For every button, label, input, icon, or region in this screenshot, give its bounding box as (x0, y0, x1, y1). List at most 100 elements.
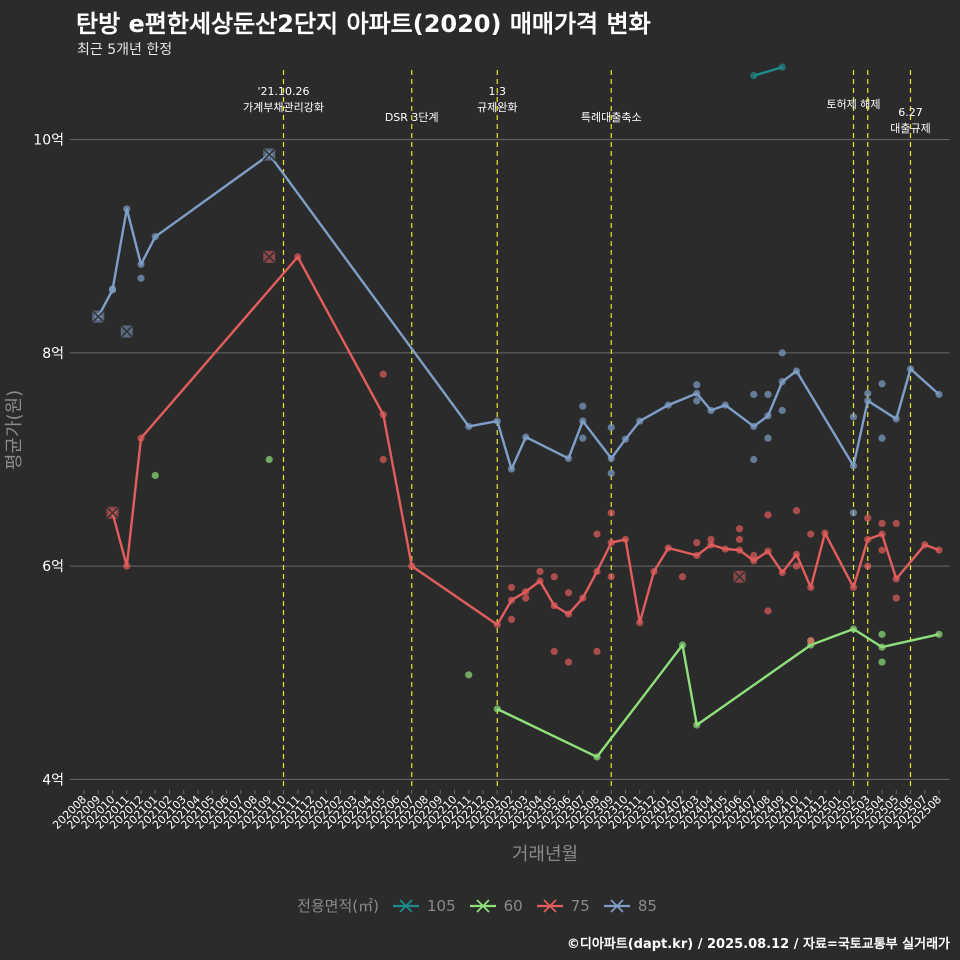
series-line-75 (111, 255, 940, 626)
cross-marker (262, 250, 276, 264)
line-point (564, 610, 573, 618)
series-line-85 (97, 153, 940, 471)
line-point (906, 365, 915, 373)
line-point (137, 260, 145, 268)
cross-marker (732, 570, 747, 584)
data-point (579, 402, 587, 410)
data-point (750, 455, 758, 464)
legend-item-105: 105 (391, 896, 456, 916)
line-point (778, 63, 786, 71)
line-point (864, 397, 872, 405)
event-label: 대출규제 (890, 122, 930, 135)
chart-subtitle: 최근 5개년 한정 (77, 42, 173, 58)
data-point (564, 589, 573, 597)
data-point (864, 562, 872, 570)
line-point (151, 233, 159, 241)
data-point (607, 509, 615, 517)
data-point (607, 423, 615, 432)
data-point (764, 511, 772, 519)
data-point (864, 389, 872, 397)
data-point (892, 519, 900, 528)
event-label: 특례대출축소 (581, 111, 642, 124)
data-point (379, 370, 387, 378)
chart-caption: ©디아파트(dapt.kr) / 2025.08.12 / 자료=국토교통부 실… (566, 937, 950, 952)
data-point (522, 594, 530, 602)
line-point (137, 434, 145, 442)
legend-title: 전용면적(㎡) (297, 897, 379, 915)
line-point (123, 205, 131, 213)
line-point (750, 72, 758, 80)
series-75 (105, 250, 943, 666)
legend-item-85: 85 (602, 896, 657, 916)
line-point (864, 535, 872, 544)
line-point (621, 435, 630, 443)
data-point (878, 519, 886, 528)
series-line-60 (496, 627, 940, 759)
legend-key-icon (469, 898, 496, 913)
data-point (792, 507, 801, 515)
data-point (151, 471, 159, 480)
line-point (607, 539, 615, 547)
line-point (564, 454, 573, 463)
line-point (593, 753, 601, 761)
line-point (935, 390, 943, 399)
data-point (849, 413, 858, 421)
y-tick-label: 6억 (42, 559, 64, 575)
x-axis-title: 거래년월 (512, 844, 578, 865)
y-tick-label: 4억 (42, 772, 64, 788)
legend-item-60: 60 (468, 896, 523, 916)
data-point (878, 380, 886, 388)
legend-label: 75 (570, 896, 590, 915)
line-point (379, 411, 387, 419)
data-point (878, 658, 886, 666)
chart-title: 탄방 e편한세상둔산2단지 아파트(2020) 매매가격 변화 (76, 10, 651, 38)
line-point (123, 562, 131, 570)
axis-layer: 4억6억8억10억2020082020092020102020112020122… (4, 133, 944, 865)
line-point (821, 529, 829, 537)
data-point (137, 274, 145, 282)
line-point (778, 568, 786, 577)
line-point (792, 550, 801, 558)
data-point (593, 647, 601, 655)
line-point (408, 562, 416, 570)
line-point (108, 286, 117, 294)
y-tick-label: 10억 (33, 133, 64, 149)
data-point (550, 573, 558, 581)
line-point (735, 546, 744, 554)
line-point (579, 594, 587, 602)
line-point (693, 389, 701, 397)
line-point (522, 433, 530, 441)
series-85 (91, 147, 943, 517)
data-point (778, 406, 786, 415)
line-point (935, 546, 943, 554)
line-point (778, 378, 786, 386)
line-point (892, 575, 900, 583)
data-point (579, 434, 587, 442)
data-point (764, 434, 772, 442)
line-point (750, 422, 758, 431)
line-point (693, 721, 701, 729)
line-point (579, 417, 587, 425)
legend-key-icon (536, 898, 563, 913)
data-point (707, 535, 715, 544)
data-point (507, 583, 516, 592)
data-point (807, 637, 815, 645)
data-point (550, 647, 558, 655)
event-label: 토허제 해제 (826, 97, 880, 111)
data-point (693, 539, 701, 547)
data-point (735, 535, 744, 544)
data-point (678, 573, 687, 581)
data-point (764, 390, 772, 399)
line-point (935, 630, 943, 638)
line-point (607, 454, 615, 463)
line-point (493, 621, 501, 629)
line-point (878, 643, 886, 651)
data-point (878, 434, 886, 442)
data-point (750, 551, 758, 560)
data-point (593, 530, 601, 538)
data-point (607, 469, 615, 477)
data-point (807, 530, 815, 538)
event-label: 가계부채관리강화 (243, 101, 324, 114)
